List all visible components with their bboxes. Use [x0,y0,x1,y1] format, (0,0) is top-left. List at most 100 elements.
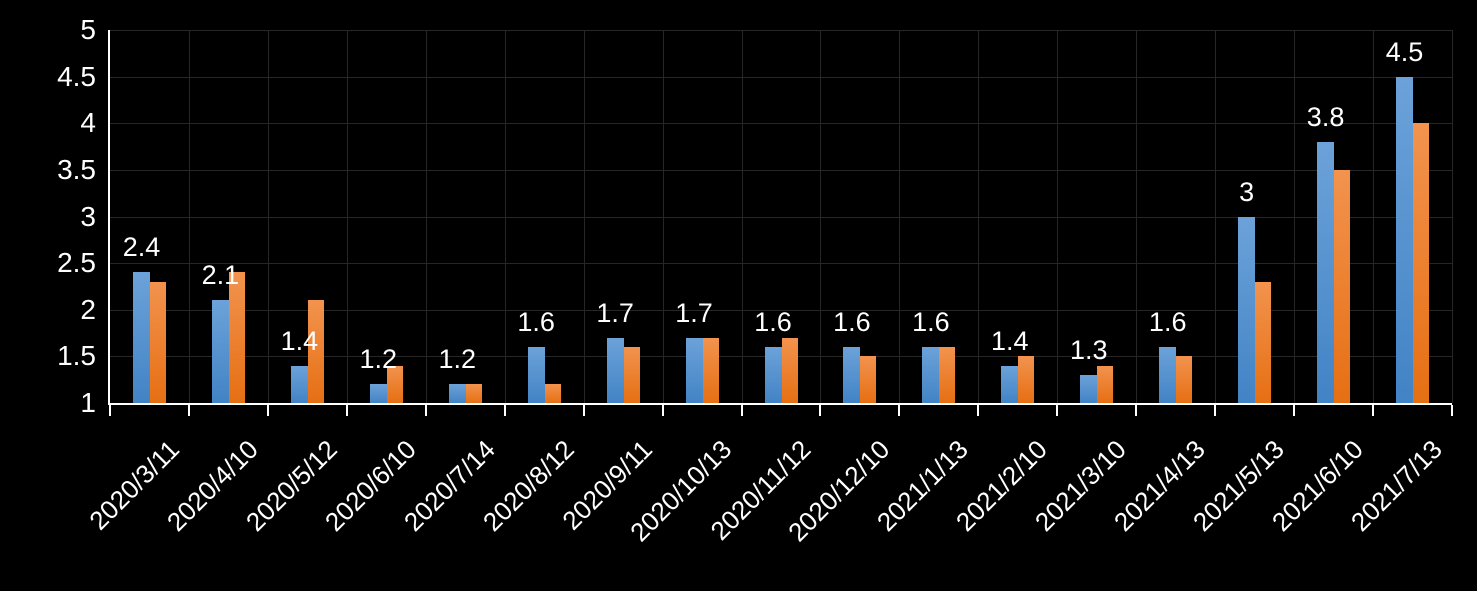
x-axis-tick [1056,405,1059,416]
gridline-vertical [1136,30,1138,403]
gridline-vertical [583,30,585,403]
bar-data-label: 3 [1239,176,1255,207]
bar-blue [527,347,545,403]
bar-blue [1317,141,1335,403]
x-tick-label: 2021/7/13 [1344,434,1448,538]
bar-blue [606,337,624,403]
y-axis [108,30,110,405]
x-axis [108,403,1452,405]
x-axis-tick [1293,405,1296,416]
x-axis-tick [819,405,822,416]
gridline-horizontal [110,356,1452,358]
bar-data-label: 1.4 [280,325,319,356]
bar-blue [922,347,940,403]
bar-blue [1396,76,1414,403]
bar-orange [860,356,877,403]
x-axis-tick [187,405,190,416]
y-tick-label: 2 [80,293,96,325]
bar-blue [211,300,229,403]
x-axis-tick [661,405,664,416]
bar-blue [1238,216,1256,403]
x-axis-tick [582,405,585,416]
bar-orange [307,300,324,403]
gridline-vertical [899,30,901,403]
x-tick-label: 2020/10/13 [624,434,738,548]
gridline-horizontal [110,216,1452,218]
x-axis-tick [424,405,427,416]
bar-blue [764,347,782,403]
x-axis-tick [266,405,269,416]
x-tick-label: 2020/5/12 [239,434,343,538]
bar-data-label: 3.8 [1306,101,1345,132]
gridline-vertical [267,30,269,403]
bar-orange [1176,356,1193,403]
bar-orange [781,337,798,403]
x-tick-label: 2021/5/13 [1186,434,1290,538]
x-tick-label: 2021/1/13 [871,434,975,538]
bar-data-label: 1.6 [754,307,792,338]
bar-orange [702,337,719,403]
y-tick-label: 4.5 [57,60,96,92]
bar-orange [1255,281,1272,403]
x-tick-label: 2020/4/10 [160,434,264,538]
bar-data-label: 4.5 [1385,36,1424,67]
bar-orange [386,365,403,403]
x-axis-tick [1214,405,1217,416]
bar-blue [132,272,150,403]
x-axis-tick [1135,405,1138,416]
bar-orange [1334,169,1351,403]
x-tick-label: 2021/6/10 [1265,434,1369,538]
gridline-horizontal [110,263,1452,265]
bar-data-label: 1.6 [517,307,555,338]
bar-data-label: 1.6 [1148,307,1187,338]
x-tick-label: 2021/3/10 [1028,434,1132,538]
bar-data-label: 1.4 [991,325,1029,356]
y-tick-label: 3 [80,200,96,232]
bar-orange [465,384,482,403]
gridline-vertical [346,30,348,403]
bar-data-label: 2.4 [122,232,161,263]
x-tick-label: 2020/6/10 [318,434,422,538]
bar-data-label: 2.1 [201,260,240,291]
gridline-vertical [1215,30,1217,403]
bar-blue [1159,347,1177,403]
y-tick-label: 3.5 [57,153,96,185]
bar-orange [544,384,561,403]
bar-blue [685,337,703,403]
gridline-horizontal [110,123,1452,125]
x-tick-label: 2020/11/12 [704,434,817,546]
gridline-vertical [1373,30,1375,403]
x-axis-tick [898,405,901,416]
bar-data-label: 1.6 [912,307,950,338]
x-tick-label: 2020/8/12 [476,434,580,538]
bar-blue [843,347,861,403]
gridline-vertical [188,30,190,403]
y-tick-label: 5 [80,14,96,45]
x-axis-tick [740,405,743,416]
gridline-vertical [820,30,822,403]
x-tick-label: 2021/2/10 [950,434,1054,538]
gridline-horizontal [110,30,1452,31]
bar-blue [369,384,387,403]
x-axis-tick [345,405,348,416]
x-tick-label: 2020/12/10 [781,434,896,548]
x-tick-label: 2020/7/14 [397,434,501,538]
x-axis-tick [109,405,111,416]
bar-orange [623,347,640,403]
gridline-vertical [662,30,664,403]
y-tick-label: 1.5 [57,340,96,372]
bar-blue [1001,365,1019,403]
gridline-horizontal [110,169,1452,171]
gridline-vertical [741,30,743,403]
gridline-vertical [504,30,506,403]
bar-data-label: 1.2 [359,344,398,375]
gridline-horizontal [110,309,1452,311]
bar-orange [1097,365,1114,403]
y-tick-label: 1 [80,387,96,418]
bar-blue [448,384,466,403]
